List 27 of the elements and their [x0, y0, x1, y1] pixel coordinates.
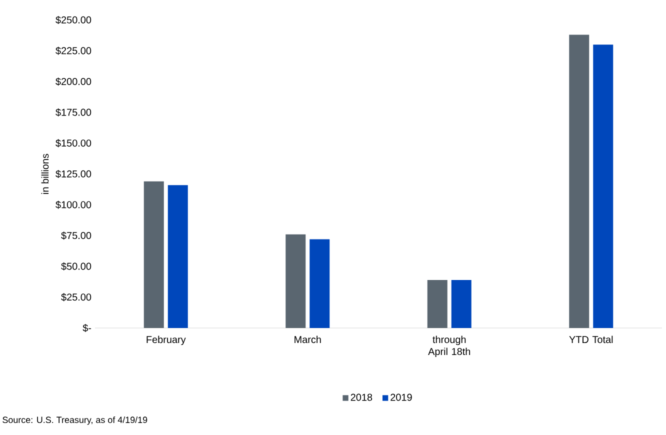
y-axis-title: in billions	[41, 154, 49, 194]
x-tick-label: YTD Total	[569, 336, 613, 344]
bar	[144, 181, 164, 328]
y-tick-label: $200.00	[56, 78, 92, 86]
legend-label: 2018	[350, 394, 372, 401]
bar	[451, 280, 472, 328]
bar	[593, 44, 614, 328]
y-tick-label: $100.00	[56, 200, 92, 209]
y-tick-label: $125.00	[56, 170, 92, 178]
bar	[286, 234, 306, 328]
y-tick-label: $25.00	[61, 293, 92, 302]
x-tick-label: through April 18th	[428, 336, 470, 358]
y-tick-label: $175.00	[56, 108, 92, 116]
bar	[569, 34, 590, 328]
y-tick-label: $-	[82, 324, 92, 332]
x-tick-label: February	[146, 336, 186, 346]
bar	[168, 185, 188, 328]
y-tick-label: $150.00	[56, 139, 92, 148]
source-note: Source: U.S. Treasury, as of 4/19/19	[2, 416, 148, 425]
x-tick-label: March	[294, 336, 321, 344]
y-tick-label: $225.00	[56, 46, 92, 55]
bar	[310, 239, 330, 328]
legend-label: 2019	[390, 394, 412, 401]
y-tick-label: $75.00	[61, 232, 92, 240]
y-tick-label: $50.00	[61, 262, 92, 270]
y-tick-label: $250.00	[56, 16, 92, 24]
bar	[427, 280, 448, 328]
